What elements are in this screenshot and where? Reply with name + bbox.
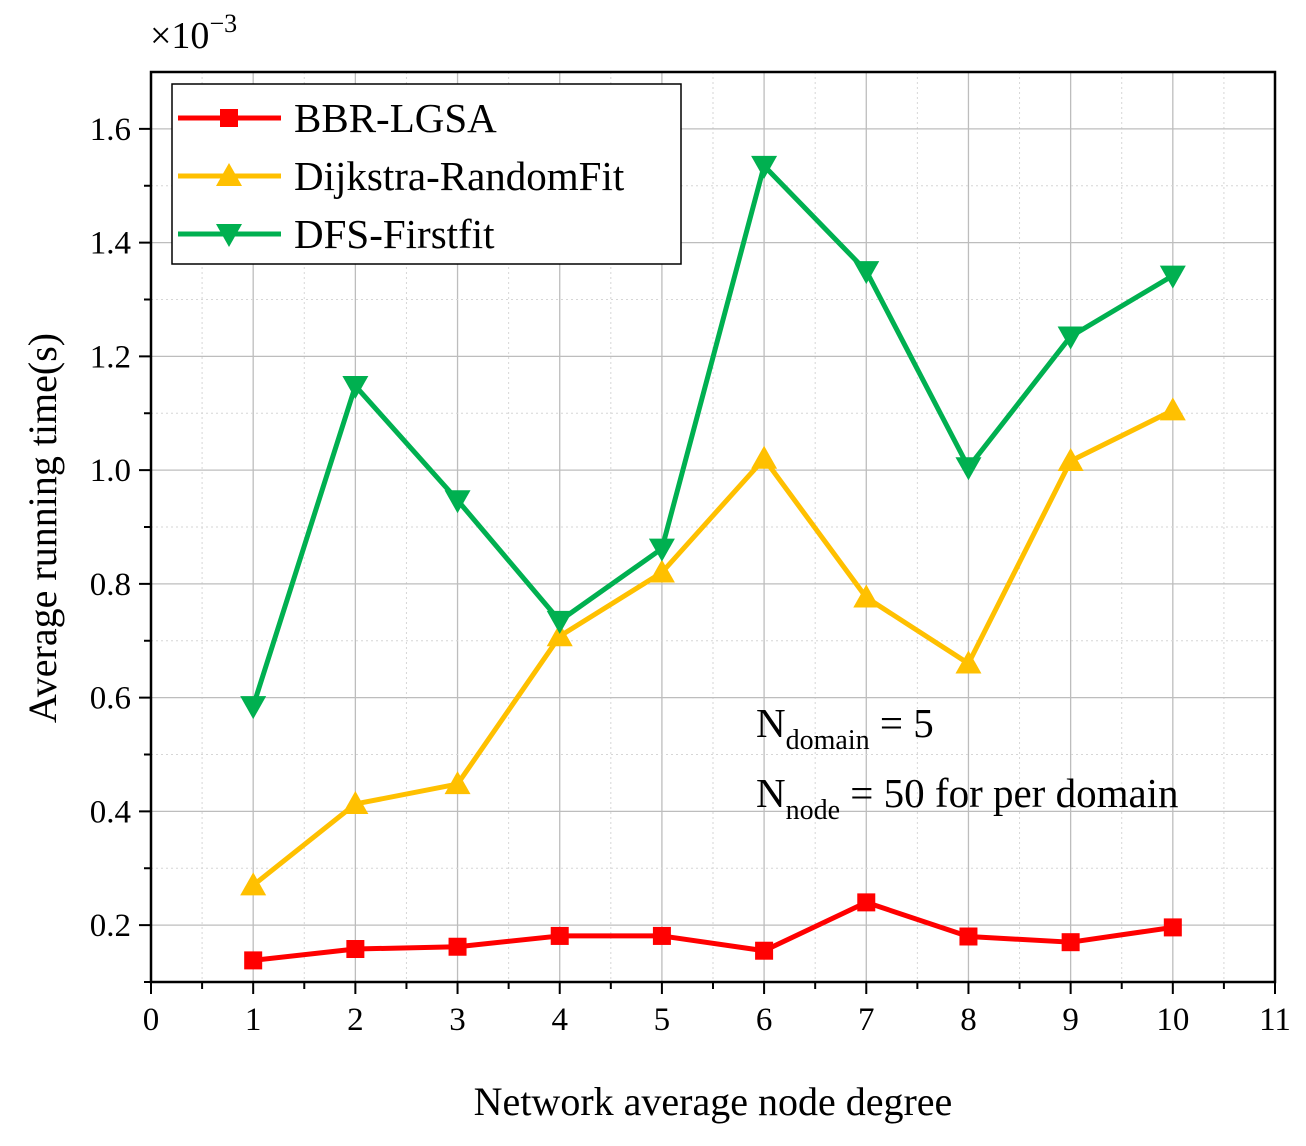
data-point-dijkstra-randomfit (751, 445, 778, 469)
y-tick-label: 0.6 (90, 681, 131, 717)
data-point-dijkstra-randomfit (240, 872, 267, 896)
data-point-dfs-firstfit (1159, 265, 1186, 289)
x-tick-label: 1 (245, 1002, 262, 1038)
series-dfs-firstfit (240, 155, 1186, 720)
x-tick-label: 3 (449, 1002, 466, 1038)
y-tick-label: 1.4 (90, 226, 131, 262)
data-point-bbr-lgsa (959, 927, 978, 946)
series-bbr-lgsa (244, 893, 1182, 970)
data-point-dfs-firstfit (546, 610, 573, 634)
data-point-bbr-lgsa (550, 926, 569, 945)
data-point-dijkstra-randomfit (546, 623, 573, 647)
legend-label: BBR-LGSA (294, 95, 497, 141)
data-point-bbr-lgsa (448, 937, 467, 956)
axis-tick-labels: 0 1 2 3 4 5 6 7 8 9 10 11 0.2 0.4 0.6 0.8 1.0 1.2 1.4 1.6 (90, 112, 1291, 1038)
legend-swatch-marker (220, 109, 238, 127)
x-axis-title: Network average node degree (474, 1079, 953, 1124)
data-point-dijkstra-randomfit (1057, 448, 1084, 472)
x-tick-label: 9 (1062, 1002, 1079, 1038)
x-tick-label: 5 (654, 1002, 671, 1038)
data-point-dfs-firstfit (648, 538, 675, 562)
legend-item-bbr-lgsa: BBR-LGSA (178, 95, 497, 141)
series-layer (240, 155, 1186, 970)
y-axis-multiplier: ×10−3 (150, 9, 237, 57)
data-point-bbr-lgsa (1163, 918, 1182, 937)
legend: BBR-LGSA Dijkstra-RandomFit DFS-Firstfit (171, 83, 682, 265)
data-point-dijkstra-randomfit (648, 559, 675, 583)
data-point-dijkstra-randomfit (444, 771, 471, 795)
data-point-dijkstra-randomfit (853, 584, 880, 608)
y-tick-label: 0.2 (90, 908, 131, 944)
x-tick-label: 7 (858, 1002, 875, 1038)
x-tick-label: 6 (756, 1002, 773, 1038)
x-tick-label: 8 (960, 1002, 977, 1038)
data-point-dfs-firstfit (751, 155, 778, 179)
y-tick-label: 0.4 (90, 794, 131, 830)
y-tick-label: 1.0 (90, 453, 131, 489)
legend-swatch-marker (216, 224, 242, 247)
data-point-dfs-firstfit (1057, 326, 1084, 350)
y-axis-title: Average running time(s) (20, 333, 65, 723)
data-point-dfs-firstfit (342, 375, 369, 399)
data-point-bbr-lgsa (755, 941, 774, 960)
x-tick-label: 4 (551, 1002, 568, 1038)
data-point-dijkstra-randomfit (955, 650, 982, 674)
data-point-bbr-lgsa (346, 940, 365, 959)
series-line-dfs-firstfit (250, 163, 1175, 707)
data-point-bbr-lgsa (652, 926, 671, 945)
y-tick-label: 0.8 (90, 567, 131, 603)
data-point-dfs-firstfit (240, 696, 267, 720)
series-line-dijkstra-randomfit (251, 408, 1174, 888)
data-point-dijkstra-randomfit (342, 790, 369, 814)
data-point-dfs-firstfit (444, 490, 471, 514)
legend-label: Dijkstra-RandomFit (294, 153, 625, 199)
data-point-dijkstra-randomfit (1159, 397, 1186, 421)
data-point-bbr-lgsa (244, 951, 263, 970)
legend-swatch-marker (216, 163, 242, 186)
axis-ticks (139, 127, 1276, 994)
legend-label: DFS-Firstfit (294, 211, 495, 257)
series-dijkstra-randomfit (240, 397, 1186, 896)
legend-item-dijkstra-randomfit: Dijkstra-RandomFit (178, 153, 625, 199)
legend-item-dfs-firstfit: DFS-Firstfit (178, 211, 495, 257)
y-tick-label: 1.6 (90, 112, 131, 148)
data-point-bbr-lgsa (857, 893, 876, 912)
x-tick-label: 0 (143, 1002, 160, 1038)
annotation-node-count: Nnode = 50 for per domain (756, 770, 1179, 826)
data-point-bbr-lgsa (1061, 933, 1080, 952)
data-point-dfs-firstfit (853, 261, 880, 285)
x-tick-label: 11 (1259, 1002, 1291, 1038)
x-tick-label: 10 (1156, 1002, 1189, 1038)
series-line-bbr-lgsa (252, 899, 1174, 963)
data-point-dfs-firstfit (955, 457, 982, 481)
y-tick-label: 1.2 (90, 339, 131, 375)
annotation-domain-count: Ndomain = 5 (756, 700, 934, 756)
x-tick-label: 2 (347, 1002, 364, 1038)
annotation: Ndomain = 5 Nnode = 50 for per domain (756, 700, 1179, 826)
